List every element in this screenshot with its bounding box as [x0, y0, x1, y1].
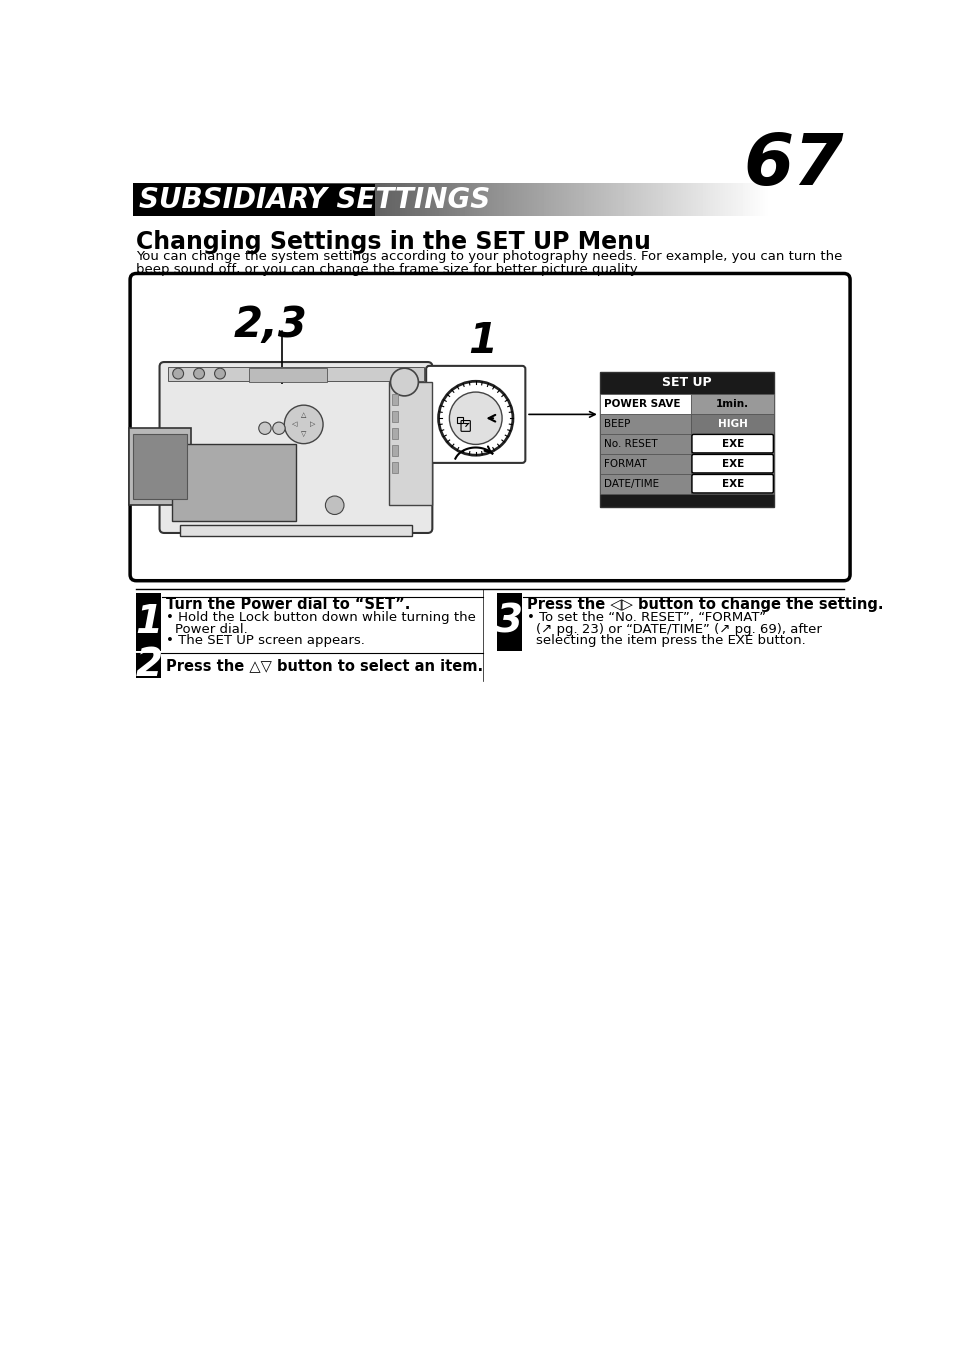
Text: ▷: ▷	[310, 421, 315, 427]
Bar	[599, 474, 691, 493]
Text: • To set the “No. RESET”, “FORMAT”: • To set the “No. RESET”, “FORMAT”	[526, 611, 765, 625]
Text: No. RESET: No. RESET	[603, 439, 657, 449]
Bar	[249, 369, 327, 382]
Text: • The SET UP screen appears.: • The SET UP screen appears.	[166, 634, 364, 648]
Text: EXE: EXE	[720, 478, 743, 489]
Text: Turn the Power dial to “SET”.: Turn the Power dial to “SET”.	[166, 598, 410, 612]
Circle shape	[193, 369, 204, 379]
Text: Press the △▽ button to select an item.: Press the △▽ button to select an item.	[166, 659, 482, 673]
Text: 3: 3	[496, 603, 523, 641]
Text: Press the ◁▷ button to change the setting.: Press the ◁▷ button to change the settin…	[526, 598, 882, 612]
Text: HIGH: HIGH	[717, 419, 747, 428]
FancyBboxPatch shape	[426, 366, 525, 463]
Text: Power dial.: Power dial.	[174, 623, 248, 635]
Text: 2,3: 2,3	[233, 304, 307, 346]
FancyBboxPatch shape	[159, 362, 432, 533]
Text: POWER SAVE: POWER SAVE	[603, 398, 679, 409]
Circle shape	[258, 423, 271, 435]
Text: 67: 67	[742, 131, 843, 201]
Text: 1: 1	[135, 603, 162, 641]
Bar	[172, 443, 295, 520]
Bar	[691, 434, 773, 454]
Bar	[392, 462, 397, 473]
Text: selecting the item press the EXE button.: selecting the item press the EXE button.	[536, 634, 805, 648]
Bar	[392, 446, 397, 457]
Bar	[599, 393, 691, 413]
Bar	[691, 454, 773, 474]
Bar	[456, 417, 462, 423]
Bar	[392, 428, 397, 439]
Text: SUBSIDIARY SETTINGS: SUBSIDIARY SETTINGS	[139, 187, 490, 214]
FancyBboxPatch shape	[130, 274, 849, 581]
Text: 1min.: 1min.	[716, 398, 748, 409]
Circle shape	[214, 369, 225, 379]
Bar	[136, 653, 161, 678]
Bar	[599, 413, 691, 434]
Circle shape	[273, 423, 285, 435]
Text: BEEP: BEEP	[603, 419, 629, 428]
Text: You can change the system settings according to your photography needs. For exam: You can change the system settings accor…	[136, 249, 841, 263]
Circle shape	[438, 381, 513, 455]
Bar	[389, 382, 431, 505]
Bar	[392, 412, 397, 423]
Bar	[179, 524, 412, 537]
FancyBboxPatch shape	[691, 435, 773, 453]
Text: ◁: ◁	[292, 421, 296, 427]
Circle shape	[172, 369, 183, 379]
Bar	[691, 413, 773, 434]
Text: EXE: EXE	[720, 459, 743, 469]
Text: beep sound off, or you can change the frame size for better picture quality.: beep sound off, or you can change the fr…	[136, 263, 639, 275]
Text: Changing Settings in the SET UP Menu: Changing Settings in the SET UP Menu	[136, 230, 651, 255]
Bar	[599, 434, 691, 454]
Bar	[497, 593, 521, 650]
Circle shape	[390, 369, 418, 396]
Bar	[691, 393, 773, 413]
Text: 1: 1	[468, 320, 497, 362]
Bar	[392, 394, 397, 405]
FancyBboxPatch shape	[691, 454, 773, 473]
Text: (↗ pg. 23) or “DATE/TIME” (↗ pg. 69), after: (↗ pg. 23) or “DATE/TIME” (↗ pg. 69), af…	[536, 623, 821, 635]
Circle shape	[284, 405, 323, 443]
Circle shape	[325, 496, 344, 515]
Text: FORMAT: FORMAT	[603, 459, 646, 469]
Bar	[133, 184, 375, 217]
Text: ▽: ▽	[301, 431, 306, 436]
Circle shape	[449, 392, 501, 444]
Bar	[599, 373, 773, 507]
Bar	[136, 593, 161, 650]
Text: DATE/TIME: DATE/TIME	[603, 478, 659, 489]
FancyBboxPatch shape	[691, 474, 773, 493]
Text: EXE: EXE	[720, 439, 743, 449]
Bar	[168, 367, 423, 381]
Bar	[130, 428, 192, 505]
Bar	[691, 474, 773, 493]
Text: • Hold the Lock button down while turning the: • Hold the Lock button down while turnin…	[166, 611, 476, 625]
Text: △: △	[301, 412, 306, 419]
Text: SET UP: SET UP	[661, 377, 711, 389]
Bar	[599, 454, 691, 474]
Bar	[133, 434, 187, 499]
Text: 2: 2	[135, 646, 162, 684]
